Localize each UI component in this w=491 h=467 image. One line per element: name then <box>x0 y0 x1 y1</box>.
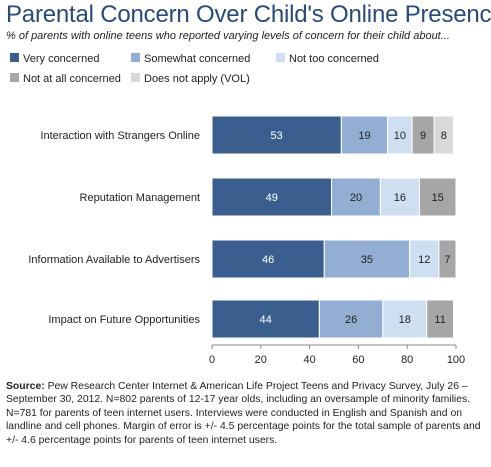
source-label: Source: <box>6 381 45 392</box>
data-label: 9 <box>420 130 426 142</box>
data-label: 44 <box>260 314 272 326</box>
data-label: 49 <box>266 192 278 204</box>
data-label: 7 <box>444 254 450 266</box>
bar-segment <box>433 115 455 155</box>
bar-segment <box>379 177 420 217</box>
x-tick-label: 80 <box>401 354 413 366</box>
data-label: 12 <box>418 254 430 266</box>
data-label: 35 <box>361 254 373 266</box>
bar-segment <box>211 177 333 217</box>
data-label: 18 <box>399 314 411 326</box>
data-label: 16 <box>394 192 406 204</box>
stacked-bar-chart: Very concerned Somewhat concerned Not too … <box>10 53 465 366</box>
source-note: Source: Pew Research Center Internet & A… <box>6 380 486 447</box>
category-label: Reputation Management <box>80 192 200 204</box>
bar-segment <box>211 115 342 155</box>
bar-segment <box>387 115 413 155</box>
category-label: Impact on Future Opportunities <box>48 314 200 326</box>
data-label: 10 <box>394 130 406 142</box>
bar-segment <box>323 239 411 279</box>
legend-swatch <box>131 53 140 62</box>
bar-segment <box>418 177 457 217</box>
chart-subtitle: % of parents with online teens who repor… <box>6 30 450 42</box>
legend-label: Does not apply (VOL) <box>144 73 250 85</box>
x-tick-label: 0 <box>209 354 215 366</box>
bar-segment <box>409 239 440 279</box>
bar-segment <box>211 299 320 339</box>
category-label: Information Available to Advertisers <box>28 254 200 266</box>
data-label: 20 <box>350 192 362 204</box>
bar-segment <box>426 299 455 339</box>
x-tick-label: 60 <box>352 354 364 366</box>
x-tick-label: 40 <box>303 354 315 366</box>
legend-swatch <box>10 73 19 82</box>
source-text: Pew Research Center Internet & American … <box>6 381 481 446</box>
bar-segment <box>331 177 381 217</box>
bar-segment <box>382 299 428 339</box>
data-label: 8 <box>441 130 447 142</box>
legend-swatch <box>10 53 19 62</box>
chart-title: Parental Concern Over Child's Online Pre… <box>6 1 491 28</box>
legend-label: Very concerned <box>23 53 99 65</box>
legend-label: Not at all concerned <box>23 73 121 85</box>
x-tick-label: 100 <box>447 354 465 366</box>
legend-label: Somewhat concerned <box>144 53 250 65</box>
data-label: 19 <box>358 130 370 142</box>
data-label: 11 <box>434 314 445 326</box>
category-label: Interaction with Strangers Online <box>40 130 200 142</box>
data-label: 26 <box>345 314 357 326</box>
legend-swatch <box>276 53 285 62</box>
bar-segment <box>211 239 325 279</box>
data-label: 53 <box>271 130 283 142</box>
legend-label: Not too concerned <box>289 53 379 65</box>
legend-swatch <box>131 73 140 82</box>
bar-segment <box>438 239 457 279</box>
x-tick-label: 20 <box>255 354 267 366</box>
data-label: 15 <box>432 192 444 204</box>
data-label: 46 <box>262 254 274 266</box>
